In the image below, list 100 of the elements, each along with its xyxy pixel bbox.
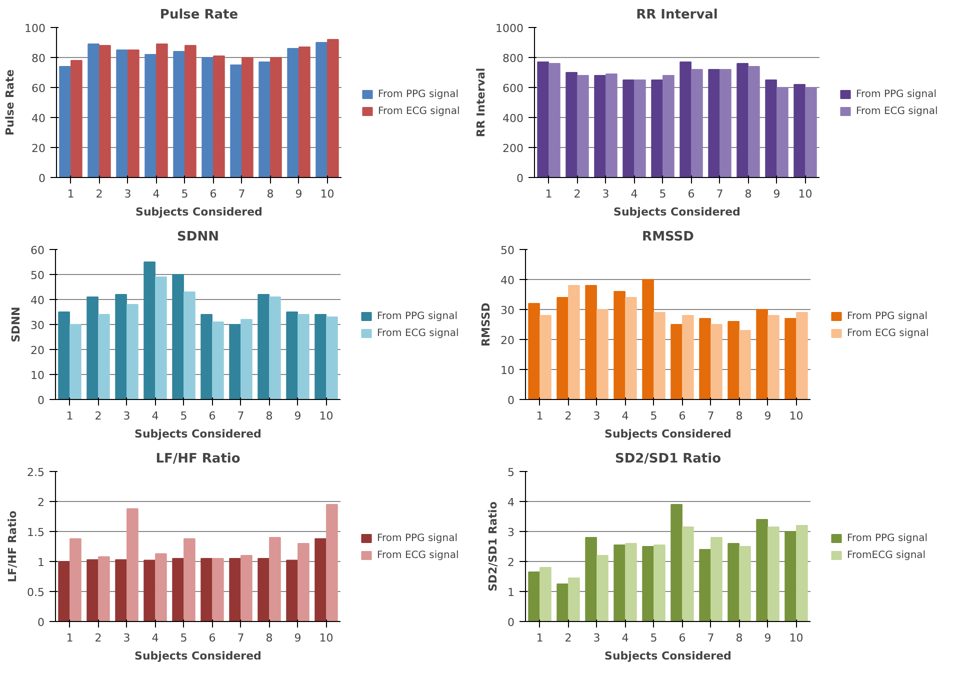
- y-axis-title: RR Interval: [474, 68, 488, 138]
- x-tick-label: 9: [764, 632, 772, 644]
- bar: [240, 555, 252, 622]
- y-tick-label: 2.5: [27, 466, 45, 479]
- x-tick-label: 1: [545, 188, 552, 200]
- x-tick-label: 5: [659, 188, 666, 200]
- y-tick-label: 1: [508, 586, 514, 599]
- bar: [528, 303, 540, 400]
- bar: [654, 312, 666, 400]
- x-tick-label: 5: [181, 188, 188, 200]
- x-tick-label: 6: [678, 632, 686, 644]
- bar: [699, 318, 711, 400]
- x-tick-label: 9: [294, 410, 302, 422]
- x-tick-label: 6: [678, 410, 686, 422]
- bar: [585, 285, 597, 400]
- bar: [805, 87, 817, 178]
- y-tick-label: 5: [508, 466, 514, 479]
- bar: [258, 294, 270, 400]
- bar: [58, 312, 70, 400]
- x-tick-label: 1: [67, 188, 74, 200]
- x-tick-label: 6: [210, 188, 217, 200]
- legend-label: From PPG signal: [856, 88, 937, 100]
- bar: [662, 75, 674, 178]
- bar: [642, 279, 654, 400]
- x-tick-label: 5: [180, 632, 188, 644]
- legend-label: From PPG signal: [377, 310, 458, 322]
- bar: [794, 84, 806, 178]
- bar: [115, 559, 127, 622]
- bar: [634, 80, 646, 178]
- bar: [614, 291, 626, 400]
- x-tick-label: 3: [593, 410, 600, 422]
- x-tick-label: 10: [789, 410, 804, 422]
- bar: [720, 69, 732, 178]
- legend-label: From PPG signal: [377, 532, 458, 544]
- y-tick-label: 20: [500, 334, 515, 347]
- bar: [768, 315, 780, 400]
- bar: [736, 63, 748, 178]
- legend-label: From PPG signal: [378, 88, 459, 100]
- chart-title: SDNN: [177, 230, 219, 244]
- bar: [86, 559, 98, 622]
- chart-title: SD2/SD1 Ratio: [614, 452, 722, 466]
- x-tick-label: 3: [123, 632, 130, 644]
- y-tick-label: 80: [32, 52, 46, 65]
- x-tick-label: 7: [237, 410, 244, 422]
- bar: [739, 330, 751, 400]
- chart-title: RR Interval: [636, 8, 718, 22]
- legend-label: From ECG signal: [378, 106, 460, 116]
- bar: [654, 544, 666, 622]
- x-tick-label: 5: [650, 632, 658, 644]
- bar: [528, 572, 540, 622]
- bar: [86, 296, 98, 400]
- x-tick-label: 2: [94, 632, 102, 644]
- bar: [566, 72, 578, 178]
- legend-label: FromECG signal: [847, 550, 926, 560]
- y-tick-label: 1: [38, 556, 44, 569]
- bar: [596, 309, 608, 400]
- y-tick-label: 10: [500, 364, 515, 377]
- y-tick-label: 100: [24, 22, 46, 35]
- y-axis-title: LF/HF Ratio: [6, 510, 20, 582]
- x-tick-label: 3: [602, 188, 610, 200]
- x-tick-label: 10: [798, 188, 812, 200]
- bar: [230, 64, 242, 178]
- x-tick-label: 2: [94, 410, 102, 422]
- y-tick-label: 60: [30, 244, 45, 257]
- bar: [606, 74, 618, 178]
- x-tick-label: 6: [208, 410, 216, 422]
- bar: [548, 63, 560, 178]
- bar: [756, 309, 768, 400]
- bar: [269, 537, 281, 622]
- y-tick-label: 50: [30, 269, 45, 282]
- y-tick-label: 600: [502, 82, 524, 95]
- bar: [116, 50, 128, 178]
- bar: [556, 584, 568, 622]
- bar: [172, 558, 184, 622]
- y-tick-label: 30: [30, 319, 45, 332]
- bar: [670, 324, 682, 400]
- bar: [70, 60, 82, 178]
- bar: [286, 560, 298, 622]
- bar: [184, 45, 196, 178]
- x-tick-label: 4: [622, 410, 629, 422]
- bar: [287, 48, 299, 178]
- bar: [326, 316, 338, 400]
- x-tick-label: 10: [319, 632, 334, 644]
- y-tick-label: 0: [38, 172, 46, 185]
- bar: [314, 314, 326, 400]
- y-tick-label: 20: [32, 142, 46, 155]
- bar: [156, 44, 168, 178]
- x-tick-label: 4: [152, 188, 160, 200]
- bar: [710, 324, 722, 400]
- x-tick-label: 4: [152, 410, 159, 422]
- bar: [212, 558, 224, 622]
- bar: [229, 558, 241, 622]
- bar: [144, 560, 156, 622]
- y-tick-label: 0: [516, 172, 524, 185]
- x-tick-label: 8: [266, 188, 274, 200]
- bar: [144, 54, 156, 178]
- x-tick-label: 1: [66, 632, 74, 644]
- x-axis-title: Subjects Considered: [134, 428, 262, 440]
- bar: [58, 561, 70, 622]
- bar: [768, 526, 780, 622]
